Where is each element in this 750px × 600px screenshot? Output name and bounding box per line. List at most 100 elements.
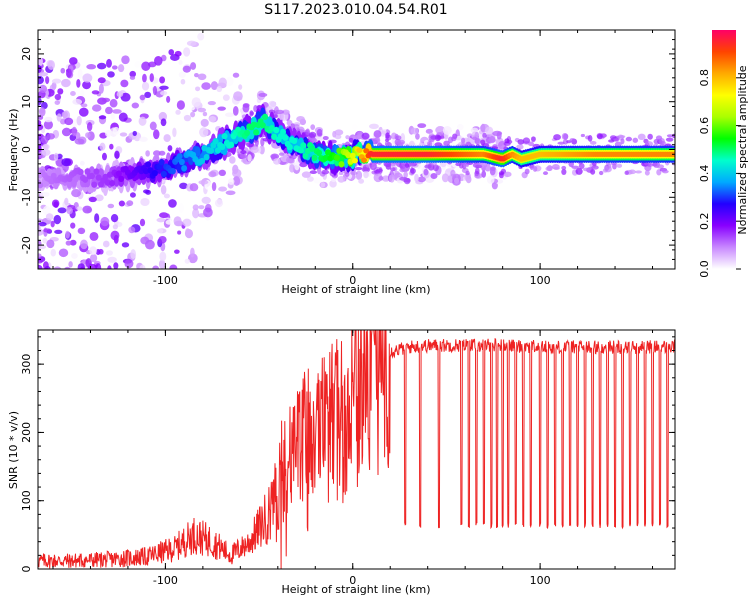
- spectrogram-blob: [404, 163, 410, 168]
- spectrogram-blob: [51, 199, 60, 208]
- spectrogram-blob: [105, 129, 112, 137]
- spectrogram-blob: [313, 177, 323, 184]
- spectrogram-blob: [54, 93, 62, 101]
- snr-frame: [37, 329, 676, 570]
- colorbar-label: Normalized spectral amplitude: [736, 65, 749, 234]
- spectrogram-blob: [399, 176, 408, 181]
- spectrogram-blob: [337, 176, 346, 183]
- spectrogram-blob: [159, 251, 167, 262]
- spectrogram-blob: [173, 216, 182, 226]
- spectrogram-blob: [192, 204, 199, 211]
- spectrogram-blob: [85, 258, 92, 268]
- spectrogram-blob: [183, 114, 192, 122]
- spectrogram-blob: [329, 180, 337, 188]
- spectrogram-blob: [354, 166, 363, 171]
- spectrogram-blob: [475, 164, 483, 169]
- spectrogram-blob: [322, 154, 329, 162]
- spectrogram-blob: [151, 169, 158, 177]
- spectrogram-blob: [141, 81, 150, 91]
- spectrogram-blob: [557, 141, 565, 145]
- spectrogram-blob: [197, 73, 207, 81]
- spectrogram-blob: [208, 171, 217, 178]
- spectrogram-blob: [38, 75, 44, 85]
- spectrogram-blob: [69, 239, 77, 246]
- spectrogram-blob: [80, 103, 88, 108]
- spectrogram-blob: [96, 62, 107, 70]
- spectrogram-blob: [153, 129, 160, 140]
- spectrogram-blob: [69, 57, 78, 65]
- spectrogram-blob: [104, 179, 111, 186]
- spectrogram-blob: [201, 82, 211, 90]
- spectrogram-blob: [516, 144, 524, 150]
- spectrogram-blob: [86, 122, 93, 132]
- spectrogram-blob: [74, 138, 85, 145]
- spectrogram-blob: [561, 133, 569, 140]
- spectrogram-blob: [591, 165, 599, 170]
- spectrogram-ytick-label: 10: [20, 95, 33, 109]
- spectrogram-blob: [334, 134, 342, 140]
- spectrogram-blob: [156, 217, 166, 223]
- spectrogram-blob: [64, 197, 69, 206]
- spectrogram-blob: [53, 287, 63, 294]
- spectrogram-ytick-label: 20: [20, 47, 33, 61]
- spectrogram-blob: [250, 121, 257, 128]
- spectrogram-blob: [578, 163, 585, 170]
- spectrogram-blob: [182, 218, 192, 227]
- spectrogram-blob: [38, 144, 42, 153]
- spectrogram-blob: [345, 135, 350, 140]
- spectrogram-blob: [163, 134, 171, 143]
- spectrogram-blob: [142, 73, 147, 83]
- spectrogram-blob: [301, 171, 311, 178]
- spectrogram-blob: [175, 109, 181, 115]
- spectrogram-blob: [286, 143, 293, 151]
- spectrogram-blob: [116, 91, 124, 98]
- colorbar: 0.0 0.2 0.4 0.6 0.8 Normalized spectral ampl…: [698, 30, 749, 278]
- spectrogram-blob: [442, 125, 452, 135]
- spectrogram-blob: [42, 237, 48, 244]
- spectrogram-blob: [635, 170, 642, 174]
- spectrogram-blob: [211, 181, 217, 192]
- spectrogram-blob: [427, 140, 433, 147]
- spectrogram-blob: [365, 164, 371, 168]
- spectrogram-blob: [57, 207, 67, 214]
- spectrogram-blob: [179, 182, 188, 190]
- spectrogram-blob: [37, 272, 46, 282]
- spectrogram-blob: [250, 146, 259, 154]
- spectrogram-blob: [296, 116, 305, 122]
- spectrogram-blob: [253, 129, 260, 136]
- spectrogram-blob: [85, 132, 91, 139]
- spectrogram-blob: [363, 148, 370, 154]
- colorbar-tick-label: 0.6: [698, 117, 711, 135]
- spectrogram-blob: [184, 258, 190, 264]
- spectrogram-blob: [665, 137, 674, 142]
- spectrogram-blob: [65, 68, 72, 78]
- spectrogram-blob: [358, 178, 365, 184]
- spectrogram-blob: [310, 124, 316, 131]
- spectrogram-blob: [94, 194, 104, 202]
- spectrogram-blob: [423, 168, 429, 176]
- spectrogram-blob: [644, 170, 650, 176]
- spectrogram-blob: [38, 84, 47, 94]
- spectrogram-blob: [98, 83, 104, 94]
- spectrogram-blob: [51, 78, 62, 84]
- spectrogram-blob: [190, 111, 196, 118]
- spectrogram-blob: [232, 72, 240, 78]
- spectrogram-blob: [542, 171, 549, 176]
- spectrogram-blob: [524, 168, 530, 175]
- spectrogram-blob: [167, 145, 173, 152]
- spectrogram-blob: [460, 137, 466, 144]
- spectrogram-blob: [53, 266, 62, 269]
- spectrogram-blob: [517, 139, 525, 145]
- spectrogram-blob: [613, 138, 620, 142]
- spectrogram-blob: [38, 139, 41, 146]
- spectrogram-blob: [553, 134, 561, 141]
- spectrogram-blob: [371, 137, 380, 143]
- spectrogram-blob: [163, 60, 172, 65]
- spectrogram-blob: [54, 229, 63, 234]
- spectrogram-blob: [531, 136, 536, 142]
- spectrogram-blobs: [37, 32, 675, 294]
- spectrogram-blob: [106, 171, 113, 178]
- spectrogram-blob: [569, 138, 576, 143]
- spectrogram-blob: [64, 275, 73, 279]
- spectrogram-blob: [47, 60, 55, 70]
